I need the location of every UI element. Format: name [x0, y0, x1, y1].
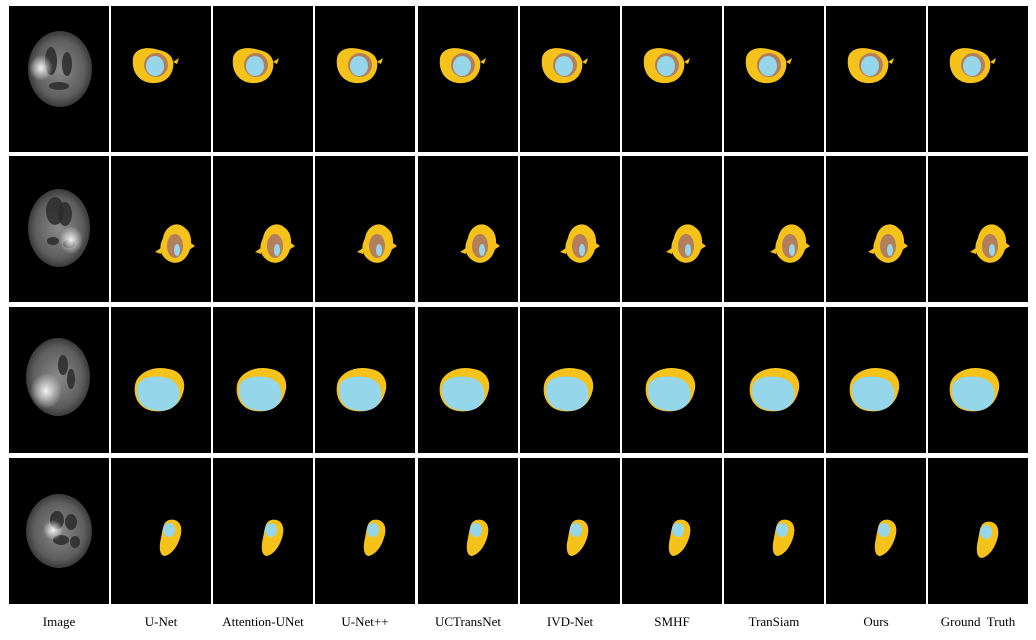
- column-label-transiam: TranSiam: [748, 614, 800, 629]
- segmentation-mask: [460, 224, 500, 263]
- segmentation-tile: [928, 156, 1028, 302]
- segmentation-tile: [520, 307, 620, 453]
- segmentation-mask: [439, 48, 486, 84]
- segmentation-mask: [336, 367, 387, 412]
- segmentation-tile: [111, 6, 211, 152]
- segmentation-tile: [622, 6, 722, 152]
- mri-scan: [26, 494, 92, 568]
- segmentation-tile: [724, 458, 824, 604]
- segmentation-tile: [418, 156, 518, 302]
- segmentation-mask: [261, 519, 284, 556]
- mri-image-tile: [9, 458, 109, 604]
- column-label-ground-truth: Ground Truth: [940, 614, 1016, 629]
- mri-image-tile: [9, 6, 109, 152]
- segmentation-mask: [566, 519, 589, 556]
- segmentation-tile: [111, 458, 211, 604]
- mri-image-tile: [9, 156, 109, 302]
- segmentation-mask: [849, 367, 900, 412]
- segmentation-tile: [418, 307, 518, 453]
- segmentation-tile: [520, 156, 620, 302]
- segmentation-mask: [868, 224, 908, 263]
- segmentation-mask: [132, 48, 179, 84]
- brain-scan-shape: [28, 31, 92, 107]
- segmentation-tile: [520, 458, 620, 604]
- segmentation-mask: [543, 367, 594, 412]
- column-label-image: Image: [42, 614, 76, 629]
- segmentation-tile: [213, 458, 313, 604]
- column-label-uctransnet: UCTransNet: [435, 614, 501, 629]
- mri-scan: [28, 31, 92, 107]
- column-label-ours: Ours: [863, 614, 889, 629]
- segmentation-tile: [315, 156, 415, 302]
- segmentation-mask: [668, 519, 691, 556]
- segmentation-mask: [745, 48, 792, 84]
- mri-scan: [28, 189, 90, 267]
- segmentation-tile: [928, 6, 1028, 152]
- segmentation-mask: [772, 519, 795, 556]
- segmentation-tile: [213, 307, 313, 453]
- segmentation-tile: [111, 307, 211, 453]
- segmentation-tile: [622, 307, 722, 453]
- segmentation-mask: [155, 224, 195, 263]
- segmentation-mask: [236, 367, 287, 412]
- segmentation-mask: [439, 367, 490, 412]
- segmentation-tile: [724, 307, 824, 453]
- segmentation-tile: [111, 156, 211, 302]
- column-label-unet: U-Net: [144, 614, 178, 629]
- segmentation-mask: [949, 48, 996, 84]
- segmentation-mask: [949, 367, 1000, 412]
- segmentation-mask: [643, 48, 690, 84]
- segmentation-tile: [622, 458, 722, 604]
- segmentation-tile: [315, 6, 415, 152]
- mri-scan: [26, 338, 90, 416]
- segmentation-mask: [363, 519, 386, 556]
- segmentation-tile: [315, 458, 415, 604]
- column-label-ivdnet: IVD-Net: [546, 614, 594, 629]
- mri-image-tile: [9, 307, 109, 453]
- segmentation-mask: [666, 224, 706, 263]
- column-label-attention-unet: Attention-UNet: [222, 614, 304, 629]
- segmentation-tile: [928, 307, 1028, 453]
- segmentation-mask: [255, 224, 295, 263]
- segmentation-tile: [928, 458, 1028, 604]
- segmentation-tile: [520, 6, 620, 152]
- segmentation-tile: [213, 6, 313, 152]
- segmentation-mask: [336, 48, 383, 84]
- segmentation-tile: [826, 6, 926, 152]
- column-label-smhf: SMHF: [654, 614, 690, 629]
- segmentation-tile: [724, 156, 824, 302]
- segmentation-mask: [232, 48, 279, 84]
- segmentation-mask: [541, 48, 588, 84]
- segmentation-tile: [622, 156, 722, 302]
- segmentation-tile: [418, 6, 518, 152]
- column-label-unetpp: U-Net++: [341, 614, 389, 629]
- segmentation-tile: [724, 6, 824, 152]
- segmentation-mask: [847, 48, 894, 84]
- segmentation-mask: [976, 521, 999, 558]
- segmentation-tile: [213, 156, 313, 302]
- segmentation-tile: [826, 458, 926, 604]
- segmentation-mask: [357, 224, 397, 263]
- segmentation-mask: [645, 367, 696, 412]
- segmentation-tile: [315, 307, 415, 453]
- segmentation-tile: [826, 307, 926, 453]
- segmentation-mask: [970, 224, 1010, 263]
- segmentation-mask: [749, 367, 800, 412]
- segmentation-mask: [770, 224, 810, 263]
- segmentation-tile: [418, 458, 518, 604]
- segmentation-mask: [134, 367, 185, 412]
- segmentation-mask: [159, 519, 182, 556]
- segmentation-tile: [826, 156, 926, 302]
- segmentation-mask: [874, 519, 897, 556]
- segmentation-mask: [560, 224, 600, 263]
- segmentation-mask: [466, 519, 489, 556]
